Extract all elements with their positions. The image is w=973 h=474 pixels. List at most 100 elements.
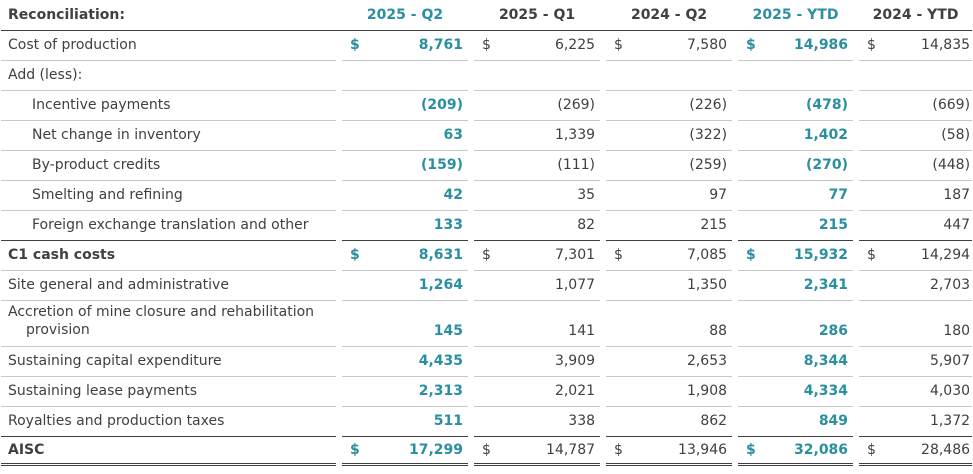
row-label: Foreign exchange translation and other (32, 217, 309, 233)
col-header-2024-ytd: 2024 - YTD (859, 0, 973, 31)
value-2025-ytd: 2,341 (763, 270, 854, 301)
currency-symbol: $ (606, 239, 632, 271)
value-2024-ytd: 180 (884, 300, 973, 347)
currency-symbol: $ (474, 30, 500, 61)
row-label: C1 cash costs (1, 239, 336, 271)
value-2024-q2: 862 (700, 413, 728, 429)
currency-symbol: $ (738, 30, 764, 61)
value-2024-ytd: 28,486 (884, 435, 973, 466)
value-2024-q2: 1,908 (631, 376, 733, 407)
row-label: Site general and administrative (1, 270, 336, 301)
row-label: Royalties and production taxes (8, 413, 225, 429)
currency-symbol: $ (342, 239, 367, 271)
value-2025-ytd: 77 (763, 180, 854, 211)
value-2025-q2: 8,761 (367, 30, 469, 61)
value-2025-ytd: 1,402 (763, 120, 854, 151)
value-2024-ytd: (669) (884, 90, 973, 121)
value-2025-q2: 8,631 (367, 239, 469, 271)
value-2025-q1: 35 (499, 180, 601, 211)
value-2025-q2: 42 (367, 180, 469, 211)
col-header-2025-ytd: 2025 - YTD (738, 0, 854, 31)
value-2025-ytd: (478) (763, 90, 854, 121)
value-2024-q2: 2,653 (631, 346, 733, 377)
currency-symbol: $ (606, 435, 632, 466)
col-header-2025-q2: 2025 - Q2 (342, 0, 469, 31)
row-label: Smelting and refining (1, 180, 336, 211)
value-2024-ytd: 14,835 (884, 30, 973, 61)
table-row: Site general and administrative 1,264 1,… (1, 270, 973, 301)
value-2025-q2: 4,435 (367, 346, 469, 377)
value-2024-q2: 1,350 (631, 270, 733, 301)
header-row: Reconciliation: 2025 - Q2 2025 - Q1 2024… (1, 0, 973, 31)
value-2024-ytd: 14,294 (884, 239, 973, 271)
row-label-line2: provision (26, 321, 90, 338)
table-row: Sustaining capital expenditure 4,435 3,9… (1, 346, 973, 377)
total-row: AISC $ 17,299 $ 14,787 $ 13,946 $ 32,086… (1, 435, 973, 466)
value-2025-ytd: 4,334 (763, 376, 854, 407)
currency-symbol: $ (474, 239, 500, 271)
value-2025-q2: 511 (433, 413, 464, 429)
row-label: Sustaining lease payments (1, 376, 336, 407)
value-2024-q2: (226) (631, 90, 733, 121)
value-2025-q1: 1,339 (499, 120, 601, 151)
value-2024-ytd: 1,372 (929, 413, 971, 429)
value-2025-q2: (159) (367, 150, 469, 181)
table-row: By-product credits (159) (111) (259) (27… (1, 150, 973, 181)
col-header-2025-q1: 2025 - Q1 (474, 0, 601, 31)
value-2025-ytd: 286 (763, 300, 854, 347)
col-header-2024-q2: 2024 - Q2 (606, 0, 733, 31)
value-2024-ytd: 4,030 (884, 376, 973, 407)
currency-symbol: $ (606, 30, 632, 61)
value-2025-q1: (269) (499, 90, 601, 121)
value-2025-q1: (111) (499, 150, 601, 181)
value-2025-ytd: 849 (818, 413, 849, 429)
table-row: Sustaining lease payments 2,313 2,021 1,… (1, 376, 973, 407)
subtotal-row: C1 cash costs $ 8,631 $ 7,301 $ 7,085 $ … (1, 239, 973, 271)
value-2025-q1: 6,225 (499, 30, 601, 61)
currency-symbol: $ (859, 239, 885, 271)
row-label: Accretion of mine closure and rehabilita… (1, 300, 336, 347)
value-2025-q1: 1,077 (499, 270, 601, 301)
currency-symbol: $ (342, 435, 367, 466)
value-2025-q2: 1,264 (367, 270, 469, 301)
currency-symbol: $ (738, 435, 764, 466)
value-2024-q2: (259) (631, 150, 733, 181)
value-2024-q2: 7,580 (631, 30, 733, 61)
value-2025-q2: 2,313 (367, 376, 469, 407)
value-2025-q2: 133 (433, 217, 464, 233)
value-2025-ytd: 32,086 (763, 435, 854, 466)
value-2024-ytd: 187 (884, 180, 973, 211)
value-2025-ytd: 215 (818, 217, 849, 233)
value-2025-ytd: 15,932 (763, 239, 854, 271)
value-2025-ytd: 14,986 (763, 30, 854, 61)
value-2025-q1: 2,021 (499, 376, 601, 407)
table-row: Smelting and refining 42 35 97 77 187 (1, 180, 973, 211)
value-2024-ytd: 2,703 (884, 270, 973, 301)
row-label: Incentive payments (1, 90, 336, 121)
value-2024-q2: 7,085 (631, 239, 733, 271)
row-label: Cost of production (1, 30, 336, 61)
value-2024-ytd: 5,907 (884, 346, 973, 377)
value-2025-q1: 82 (577, 217, 596, 233)
header-label: Reconciliation: (1, 0, 336, 31)
value-2025-q2: 17,299 (367, 435, 469, 466)
value-2024-q2: 97 (631, 180, 733, 211)
value-2024-ytd: (448) (884, 150, 973, 181)
value-2025-q1: 14,787 (499, 435, 601, 466)
value-2024-ytd: (58) (884, 120, 973, 151)
value-2024-q2: 215 (700, 217, 728, 233)
table-row: Royalties and production taxes 511 338 8… (1, 406, 972, 436)
value-2025-q1: 141 (499, 300, 601, 347)
table-row: Net change in inventory 63 1,339 (322) 1… (1, 120, 973, 151)
value-2025-q1: 3,909 (499, 346, 601, 377)
row-label: AISC (1, 435, 336, 466)
value-2025-q2: (209) (367, 90, 469, 121)
value-2024-q2: (322) (631, 120, 733, 151)
value-2025-q2: 145 (367, 300, 469, 347)
row-label-line1: Accretion of mine closure and rehabilita… (8, 303, 315, 320)
table-row: Accretion of mine closure and rehabilita… (1, 300, 973, 347)
table-row: Incentive payments (209) (269) (226) (47… (1, 90, 973, 121)
row-label: Sustaining capital expenditure (1, 346, 336, 377)
table-row: Cost of production $ 8,761 $ 6,225 $ 7,5… (1, 30, 973, 61)
